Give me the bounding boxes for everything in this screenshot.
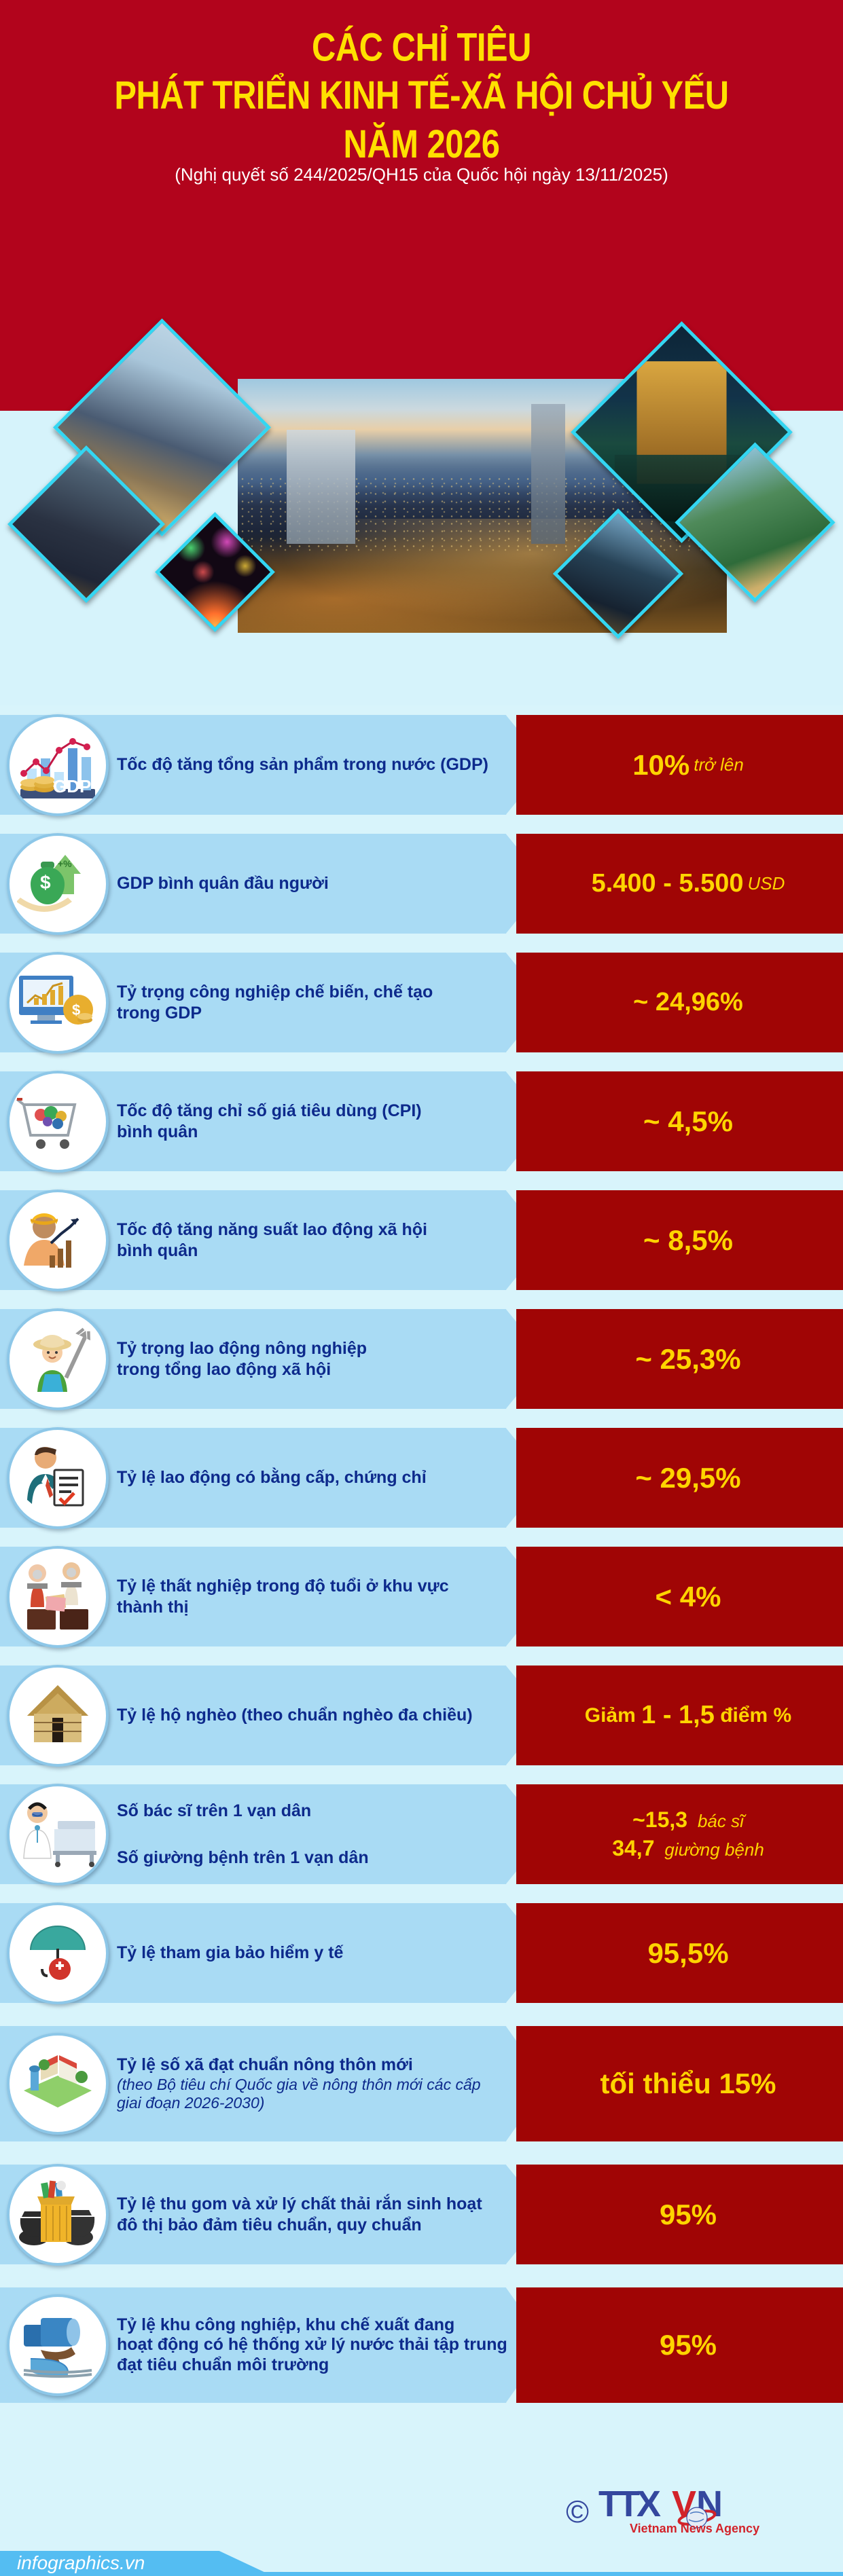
svg-text:$: $ — [40, 872, 51, 893]
svg-text:GDP: GDP — [53, 776, 91, 796]
svg-text:+%: +% — [58, 858, 72, 869]
svg-text:Vietnam News Agency: Vietnam News Agency — [630, 2522, 759, 2535]
svg-text:TTX: TTX — [598, 2484, 661, 2524]
